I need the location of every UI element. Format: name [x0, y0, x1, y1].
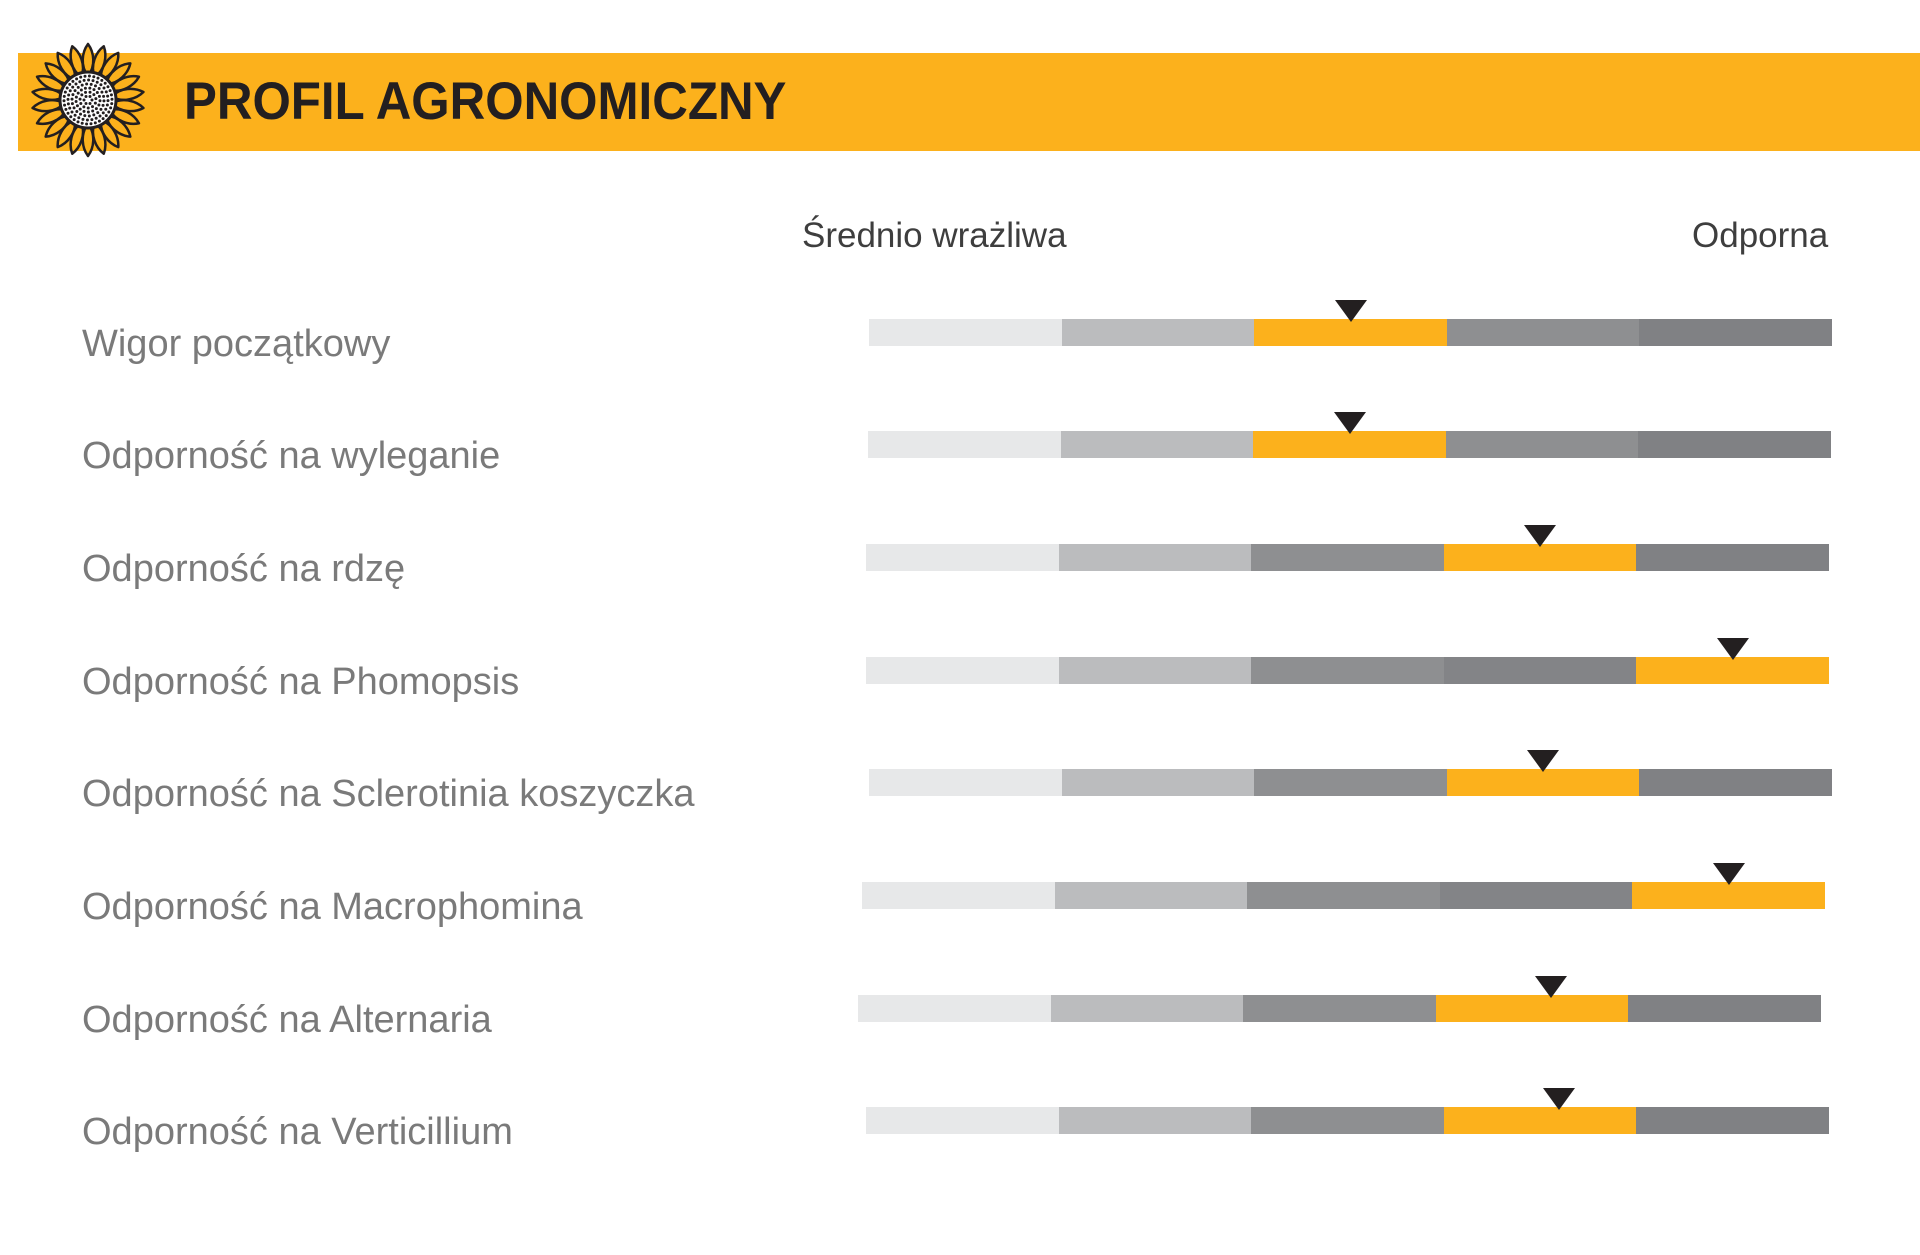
rating-segment [1443, 544, 1637, 571]
rating-bar [862, 882, 1825, 909]
rating-segment [1050, 995, 1244, 1022]
rating-segment [1247, 882, 1440, 909]
rating-segment [866, 1107, 1059, 1134]
rating-segment [1446, 769, 1640, 796]
rating-segment [1251, 1107, 1444, 1134]
rating-segment [1439, 882, 1633, 909]
rating-segment [1253, 431, 1446, 458]
page-title: PROFIL AGRONOMICZNY [184, 72, 787, 131]
rating-marker-icon [1527, 750, 1560, 772]
scale-low-label: Średnio wrażliwa [802, 216, 1067, 255]
rating-segment [1251, 544, 1444, 571]
rating-segment [1251, 657, 1444, 684]
trait-label: Odporność na rdzę [82, 548, 406, 590]
rating-segment [868, 431, 1061, 458]
rating-segment [1443, 657, 1637, 684]
trait-label: Odporność na Macrophomina [82, 886, 583, 928]
rating-segment [1443, 1107, 1637, 1134]
rating-segment [862, 882, 1055, 909]
rating-segment [1638, 431, 1831, 458]
rating-segment [1628, 995, 1821, 1022]
sunflower-logo-icon [31, 42, 145, 158]
rating-segment [1061, 769, 1255, 796]
trait-label: Odporność na Sclerotinia koszyczka [82, 773, 695, 815]
rating-segment [1632, 882, 1825, 909]
rating-segment [1435, 995, 1629, 1022]
rating-marker-icon [1334, 300, 1367, 322]
rating-segment [866, 544, 1059, 571]
trait-label: Odporność na wyleganie [82, 435, 501, 477]
rating-marker-icon [1716, 638, 1749, 660]
rating-marker-icon [1712, 863, 1745, 885]
rating-bar [866, 1107, 1829, 1134]
rating-bar [868, 431, 1831, 458]
rating-segment [858, 995, 1051, 1022]
rating-segment [1061, 319, 1255, 346]
rating-segment [1243, 995, 1436, 1022]
rating-segment [1636, 657, 1829, 684]
rating-bar [869, 319, 1832, 346]
rating-segment [1254, 769, 1447, 796]
rating-segment [1445, 431, 1639, 458]
rating-segment [1636, 1107, 1829, 1134]
rating-segment [866, 657, 1059, 684]
rating-segment [1058, 657, 1252, 684]
header-banner [18, 53, 1920, 151]
rating-bar [869, 769, 1832, 796]
rating-marker-icon [1333, 412, 1366, 434]
rating-bar [858, 995, 1821, 1022]
rating-segment [1636, 544, 1829, 571]
rating-segment [869, 319, 1062, 346]
rating-segment [1058, 1107, 1252, 1134]
trait-label: Odporność na Phomopsis [82, 661, 520, 703]
scale-high-label: Odporna [1692, 216, 1829, 255]
rating-segment [1060, 431, 1254, 458]
rating-marker-icon [1535, 976, 1568, 998]
rating-segment [1058, 544, 1252, 571]
rating-segment [1446, 319, 1640, 346]
rating-segment [1639, 769, 1832, 796]
rating-marker-icon [1524, 525, 1557, 547]
trait-label: Odporność na Verticillium [82, 1111, 513, 1153]
rating-segment [1639, 319, 1832, 346]
rating-marker-icon [1543, 1088, 1576, 1110]
rating-segment [1054, 882, 1248, 909]
trait-label: Odporność na Alternaria [82, 999, 492, 1041]
trait-label: Wigor początkowy [82, 323, 391, 365]
rating-segment [1254, 319, 1447, 346]
rating-segment [869, 769, 1062, 796]
rating-bar [866, 657, 1829, 684]
rating-bar [866, 544, 1829, 571]
